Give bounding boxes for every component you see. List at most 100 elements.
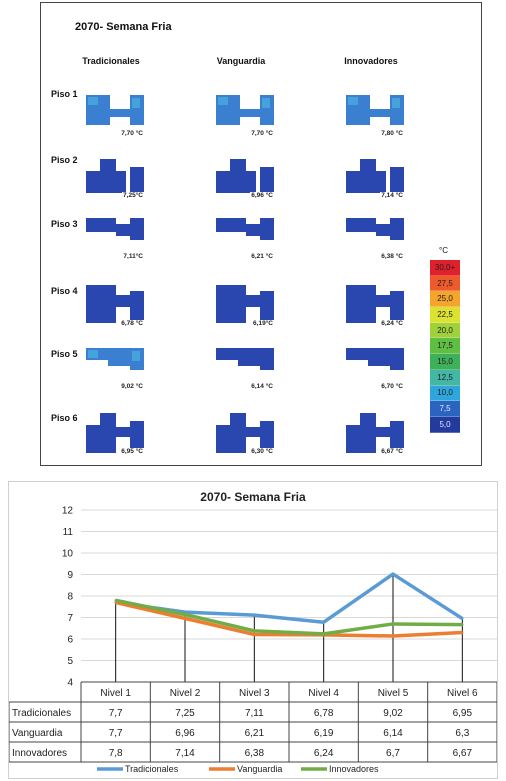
- table-value: 7,7: [109, 708, 123, 719]
- y-tick-label: 7: [67, 613, 73, 624]
- table-value: 6,38: [245, 748, 265, 759]
- table-value: 7,25: [175, 708, 195, 719]
- y-tick-label: 12: [62, 506, 74, 517]
- floor-plan-shape: [86, 285, 144, 323]
- column-header: Tradicionales: [82, 56, 140, 66]
- data-point: [183, 617, 187, 620]
- table-value: 7,11: [245, 708, 264, 719]
- category-label: Nivel 3: [239, 688, 270, 699]
- cell-temperature: 6,70 °C: [380, 383, 404, 391]
- legend-label: Vanguardia: [237, 764, 282, 774]
- floor-plan-shape: [216, 413, 274, 453]
- floor-plan-cell: 6,24 °C: [346, 285, 406, 328]
- floor-plan-shape: [346, 413, 404, 453]
- data-point: [391, 572, 395, 576]
- y-tick-label: 5: [67, 656, 73, 667]
- cell-temperature: 6,38 °C: [380, 253, 404, 261]
- floor-plan-shape: [216, 285, 274, 323]
- table-value: 6,14: [383, 728, 403, 739]
- data-point: [114, 599, 117, 602]
- series-line: [115, 600, 463, 638]
- row-label: Piso 2: [51, 155, 78, 165]
- table-value: 6,95: [453, 708, 473, 719]
- y-tick-label: 9: [67, 570, 73, 581]
- scale-swatch: 5,0: [430, 416, 460, 433]
- data-point: [391, 622, 395, 626]
- cell-temperature: 6,95 °C: [120, 448, 144, 456]
- table-value: 6,24: [314, 748, 334, 759]
- cell-temperature: 7,14 °C: [380, 192, 404, 200]
- cell-temperature: 6,19°C: [252, 320, 274, 328]
- floor-plan-cell: 6,19°C: [216, 285, 276, 328]
- floor-plan-shape: [86, 413, 144, 453]
- floor-plan-cell: 6,14 °C: [216, 348, 276, 391]
- floor-plan-cell: 7,70 °C: [86, 95, 146, 138]
- table-value: 6,67: [453, 748, 473, 759]
- floor-plan-shape: [216, 218, 274, 240]
- cell-temperature: 6,96 °C: [250, 192, 274, 200]
- row-label: Piso 5: [51, 349, 78, 359]
- y-tick-label: 4: [67, 678, 73, 689]
- scale-swatch: 17,5: [430, 338, 460, 355]
- category-label: Nivel 2: [170, 688, 201, 699]
- cell-temperature: 6,30 °C: [250, 448, 274, 456]
- floor-plan-cell: 6,67 °C: [346, 413, 406, 456]
- cell-temperature: 6,21 °C: [250, 253, 274, 261]
- scale-swatch: 27,5: [430, 275, 460, 292]
- cell-temperature: 7,80 °C: [380, 130, 404, 138]
- data-point: [322, 621, 325, 624]
- table-series-name: Vanguardia: [12, 728, 63, 739]
- cell-temperature: 6,67 °C: [380, 448, 404, 456]
- scale-swatch: 12,5: [430, 369, 460, 386]
- cell-temperature: 7,70 °C: [120, 130, 144, 138]
- scale-swatch: 22,5: [430, 307, 460, 323]
- column-header: Vanguardia: [216, 56, 266, 66]
- series-line: [115, 598, 463, 636]
- table-value: 7,7: [109, 728, 123, 739]
- table-value: 9,02: [383, 708, 403, 719]
- data-point: [461, 623, 464, 626]
- cell-temperature: 6,14 °C: [250, 383, 274, 391]
- table-value: 6,21: [245, 728, 265, 739]
- floor-plan-shape: [86, 159, 144, 193]
- floor-plan-shape: [216, 159, 274, 193]
- y-tick-label: 6: [67, 635, 73, 646]
- scale-swatch: 30,0+: [430, 260, 460, 276]
- data-point: [253, 613, 256, 617]
- floor-plan-cell: 7,80 °C: [346, 95, 406, 138]
- table-series-name: Innovadores: [12, 748, 67, 759]
- floor-plan-cell: 6,30 °C: [216, 413, 276, 456]
- scale-swatch: 20,0: [430, 322, 460, 339]
- table-value: 6,7: [386, 748, 400, 759]
- floor-plan-cell: 6,38 °C: [346, 218, 406, 261]
- table-value: 6,19: [314, 728, 334, 739]
- cell-temperature: 6,78 °C: [120, 320, 144, 328]
- floor-plan-cell: 6,96 °C: [216, 157, 276, 200]
- floor-plan-cell: 6,78 °C: [86, 285, 146, 328]
- data-point: [461, 631, 464, 634]
- line-chart: 2070- Semana Fria 4 5 6 7 8 9 10 11 12 Nivel 1 Nive…: [9, 490, 497, 774]
- floor-plan-cell: 6,70 °C: [346, 348, 406, 391]
- category-label: Nivel 6: [447, 688, 478, 699]
- floor-plan-shape: [346, 348, 404, 370]
- floor-plan-cell: 6,21 °C: [216, 218, 276, 261]
- heatmap-panel: 2070- Semana Fria Tradicionales Vanguardi…: [40, 2, 482, 466]
- scale-swatch: 25,0: [430, 291, 460, 308]
- data-point: [253, 633, 256, 636]
- y-tick-label: 11: [63, 527, 74, 538]
- color-scale: 30,0+ 27,5 25,0 22,5 20,0 17,5 15,0 12,5 10,0 7,5…: [430, 260, 460, 433]
- data-point: [253, 629, 256, 633]
- legend-label: Innovadores: [329, 764, 379, 774]
- data-point: [322, 632, 325, 636]
- floor-plan-shape: [86, 348, 144, 370]
- floor-plan-cell: 7,25°C: [86, 157, 146, 200]
- floor-plan-shape: [216, 348, 274, 370]
- y-tick-label: 8: [67, 592, 73, 603]
- table-value: 6,78: [314, 708, 334, 719]
- scale-unit-label: °C: [439, 246, 448, 255]
- category-label: Nivel 1: [100, 688, 131, 699]
- floor-plan-shape: [346, 285, 404, 323]
- floor-plan-cell: 9,02 °C: [86, 348, 146, 391]
- floor-plan-shape: [86, 218, 144, 240]
- floor-plan-cell: 7,70 °C: [216, 95, 276, 138]
